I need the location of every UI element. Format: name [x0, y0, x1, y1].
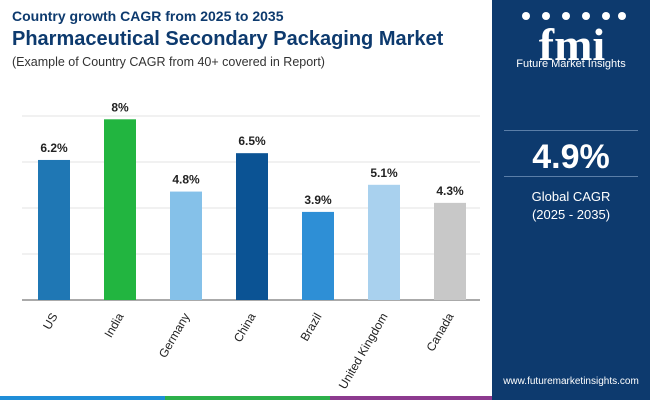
bar-chart: 6.2% US 8% India 4.8% Germany 6.5% China 3.9% Bra… — [22, 100, 480, 392]
data-label: 4.8% — [172, 173, 200, 187]
chart-panel: Country growth CAGR from 2025 to 2035 Ph… — [12, 8, 480, 392]
logo-name: Future Market Insights — [516, 58, 626, 70]
bar-us — [38, 159, 70, 300]
data-label: 6.5% — [238, 134, 266, 148]
chart-subtitle: Country growth CAGR from 2025 to 2035 — [12, 8, 284, 24]
chart-title: Pharmaceutical Secondary Packaging Marke… — [12, 28, 444, 50]
chart-note: (Example of Country CAGR from 40+ covere… — [12, 55, 325, 69]
bottom-bar-segment-3 — [330, 396, 492, 400]
global-cagr-range: (2025 - 2035) — [531, 207, 611, 222]
global-cagr-value: 4.9% — [532, 138, 610, 176]
data-label: 6.2% — [40, 141, 68, 155]
global-cagr-label: Global CAGR — [531, 189, 611, 204]
tick-label: Brazil — [297, 311, 324, 344]
tick-label: India — [101, 310, 126, 340]
logo-mark: fmi — [539, 19, 606, 66]
bottom-bar-segment-2 — [165, 396, 330, 400]
divider-bottom — [504, 176, 638, 177]
tick-label: Germany — [156, 311, 193, 361]
data-label: 4.3% — [436, 184, 464, 198]
data-label: 8% — [111, 100, 129, 114]
tick-label: US — [40, 311, 60, 332]
bottom-bar-segment-1 — [0, 396, 165, 400]
fmi-logo-icon: fmi — [522, 12, 626, 70]
website-url[interactable]: www.futuremarketinsights.com — [503, 376, 639, 387]
bar-united-kingdom — [368, 184, 400, 300]
bar-canada — [434, 202, 466, 300]
bar-brazil — [302, 211, 334, 300]
data-label: 3.9% — [304, 193, 332, 207]
fmi-logo: fmi — [512, 10, 632, 70]
sidebar-panel: fmi Future Market Insights 4.9% Global C… — [492, 0, 650, 400]
tick-label: Canada — [423, 310, 456, 354]
tick-label: China — [231, 310, 259, 344]
bar-germany — [170, 191, 202, 300]
data-label: 5.1% — [370, 166, 398, 180]
bar-china — [236, 153, 268, 300]
bar-india — [104, 119, 136, 300]
divider-top — [504, 130, 638, 131]
tick-label: United Kingdom — [336, 311, 391, 392]
